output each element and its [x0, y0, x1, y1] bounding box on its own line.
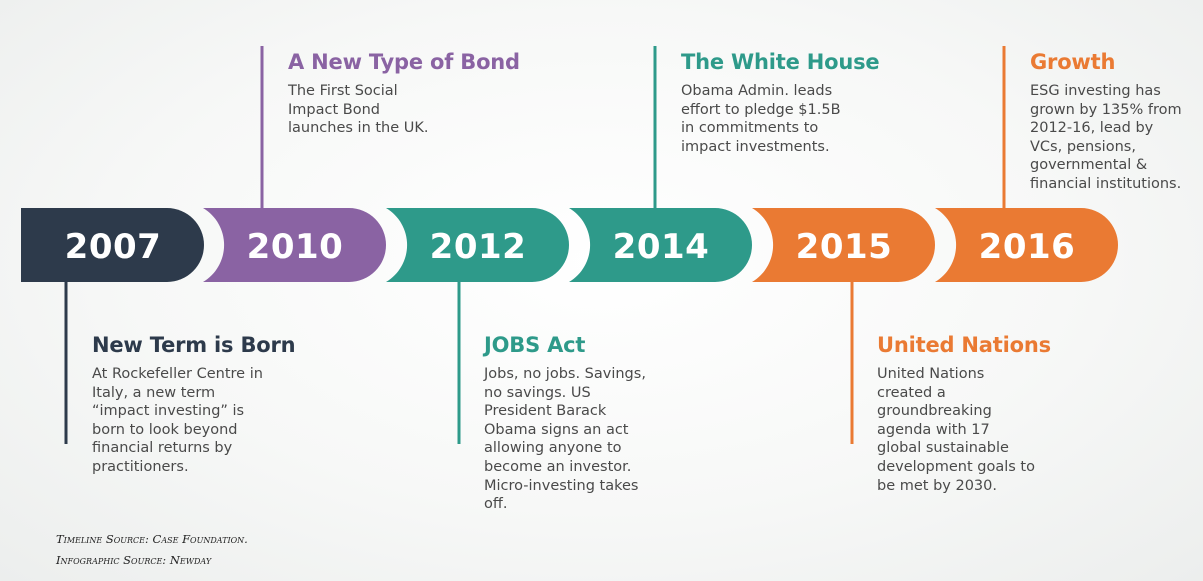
segment-2014: [569, 208, 752, 282]
segment-2016: [935, 208, 1118, 282]
segment-2007: [21, 208, 204, 282]
event-title-2016: Growth: [1030, 50, 1116, 74]
event-text-2010: The First Social Impact Bond launches in…: [288, 83, 429, 137]
timeline-source: Timeline Source: Case Foundation.: [56, 532, 248, 546]
year-label-2015: 2015: [796, 227, 893, 267]
event-text-2007: At Rockefeller Centre in Italy, a new te…: [92, 366, 263, 475]
event-title-2014: The White House: [681, 50, 880, 74]
year-label-2016: 2016: [979, 227, 1076, 267]
event-text-2016: ESG investing has grown by 135% from 201…: [1030, 83, 1182, 192]
segment-2012: [386, 208, 569, 282]
event-2016: Growth ESG investing has grown by 135% f…: [1030, 50, 1190, 194]
event-2015: United Nations United Nations created a …: [877, 333, 1051, 495]
event-title-2010: A New Type of Bond: [288, 50, 520, 74]
infographic-source: Infographic Source: Newday: [56, 553, 212, 567]
event-2012: JOBS Act Jobs, no jobs. Savings, no savi…: [484, 333, 654, 514]
segment-2015: [752, 208, 935, 282]
event-2014: The White House Obama Admin. leads effor…: [681, 50, 880, 156]
year-label-2010: 2010: [247, 227, 344, 267]
year-label-2007: 2007: [65, 227, 162, 267]
event-text-2012: Jobs, no jobs. Savings, no savings. US P…: [484, 366, 646, 513]
year-label-2012: 2012: [430, 227, 527, 267]
event-2010: A New Type of Bond The First Social Impa…: [288, 50, 520, 138]
event-2007: New Term is Born At Rockefeller Centre i…: [92, 333, 296, 477]
event-title-2007: New Term is Born: [92, 333, 296, 357]
year-label-2014: 2014: [613, 227, 710, 267]
event-title-2015: United Nations: [877, 333, 1051, 357]
segment-2010: [203, 208, 386, 282]
event-title-2012: JOBS Act: [484, 333, 586, 357]
event-text-2015: United Nations created a groundbreaking …: [877, 366, 1035, 494]
event-text-2014: Obama Admin. leads effort to pledge $1.5…: [681, 83, 841, 155]
